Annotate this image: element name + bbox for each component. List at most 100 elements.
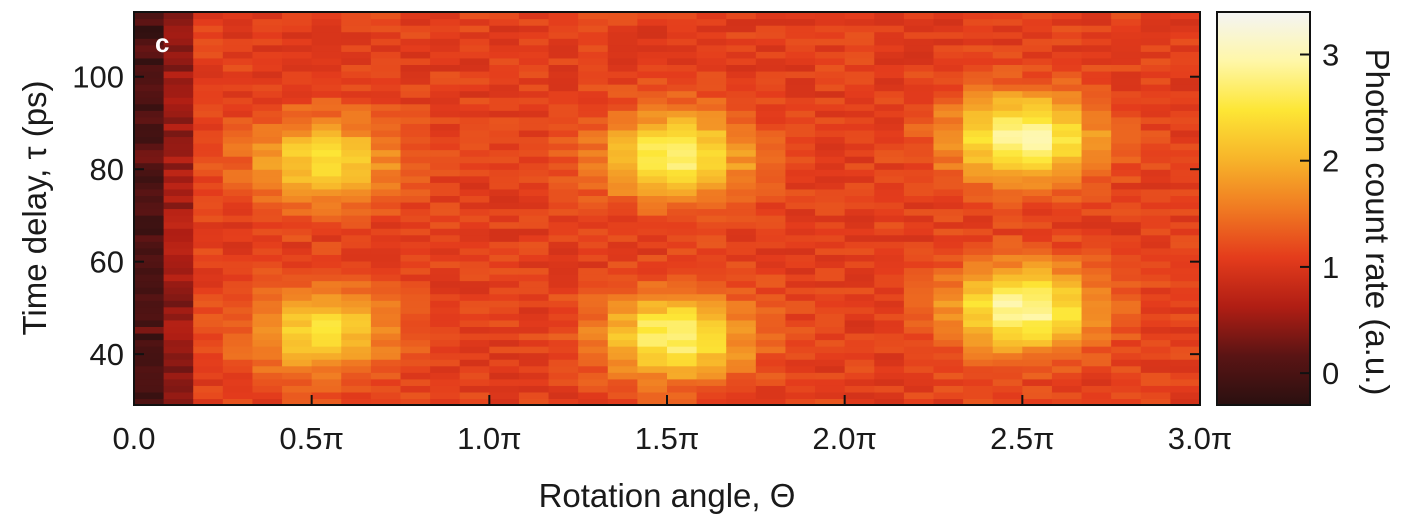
heatmap-cell — [370, 228, 402, 236]
heatmap-cell — [489, 97, 520, 105]
heatmap-cell — [578, 378, 609, 386]
heatmap-cell — [134, 116, 165, 124]
heatmap-cell — [222, 195, 254, 203]
heatmap-cell — [134, 12, 165, 20]
heatmap-cell — [992, 313, 1023, 321]
heatmap-cell — [903, 254, 935, 262]
heatmap-cell — [341, 208, 372, 216]
x-tick-label: 0.5π — [279, 421, 343, 456]
heatmap-cell — [400, 18, 431, 26]
heatmap-cell — [607, 38, 638, 46]
heatmap-cell — [1051, 306, 1083, 314]
heatmap-cell — [489, 254, 520, 262]
heatmap-cell — [311, 70, 342, 79]
heatmap-cell — [134, 234, 165, 242]
heatmap-cell — [755, 169, 787, 177]
heatmap-cell — [874, 365, 905, 373]
heatmap-cell — [370, 241, 402, 249]
heatmap-cell — [489, 215, 520, 223]
heatmap-cell — [785, 143, 816, 151]
heatmap-cell — [667, 300, 698, 308]
heatmap-cell — [755, 385, 787, 393]
heatmap-cell — [667, 352, 698, 360]
heatmap-cell — [222, 391, 254, 400]
heatmap-cell — [755, 156, 787, 164]
heatmap-cell — [1051, 365, 1083, 373]
heatmap-cell — [548, 182, 579, 190]
heatmap-cell — [282, 97, 313, 105]
heatmap-cell — [222, 280, 254, 288]
heatmap-cell — [667, 254, 698, 262]
heatmap-cell — [607, 136, 638, 144]
heatmap-cell — [933, 300, 964, 308]
heatmap-cell — [518, 156, 550, 164]
heatmap-cell — [578, 97, 609, 105]
heatmap-cell — [193, 169, 224, 177]
heatmap-cell — [815, 90, 846, 98]
colorbar-tick-label: 0 — [1322, 356, 1339, 391]
heatmap-cell — [755, 143, 787, 151]
heatmap-cell — [785, 306, 816, 314]
heatmap-cell — [667, 346, 698, 354]
heatmap-cell — [311, 51, 342, 59]
heatmap-cell — [459, 129, 490, 138]
heatmap-cell — [222, 12, 254, 20]
heatmap-cell — [489, 300, 520, 308]
heatmap-cell — [1140, 398, 1171, 406]
heatmap-cell — [578, 116, 609, 124]
heatmap-cell — [1170, 385, 1201, 393]
heatmap-cell — [489, 110, 520, 118]
heatmap-cell — [844, 70, 875, 79]
heatmap-cell — [400, 306, 431, 314]
heatmap-cell — [282, 352, 313, 360]
heatmap-cell — [903, 228, 935, 236]
heatmap-cell — [1170, 64, 1201, 72]
heatmap-cell — [1051, 136, 1083, 144]
heatmap-cell — [400, 149, 431, 157]
heatmap-cell — [963, 169, 994, 177]
heatmap-cell — [755, 110, 787, 118]
heatmap-cell — [963, 31, 994, 39]
heatmap-cell — [785, 254, 816, 262]
heatmap-cell — [578, 77, 609, 85]
heatmap-cell — [252, 162, 283, 170]
heatmap-cell — [607, 149, 638, 157]
heatmap-cell — [1170, 346, 1201, 354]
heatmap-cell — [548, 391, 579, 400]
heatmap-cell — [874, 398, 905, 406]
heatmap-cell — [874, 326, 905, 334]
heatmap-cell — [696, 260, 727, 269]
heatmap-cell — [844, 188, 875, 196]
heatmap-cell — [222, 385, 254, 393]
heatmap-cell — [637, 57, 668, 65]
heatmap-cell — [459, 228, 490, 236]
heatmap-cell — [903, 208, 935, 216]
heatmap-cell — [548, 84, 579, 92]
x-tick-label: 2.5π — [990, 421, 1054, 456]
heatmap-cell — [222, 378, 254, 386]
heatmap-cell — [815, 247, 846, 255]
heatmap-cell — [578, 156, 609, 164]
heatmap-cell — [607, 103, 638, 111]
heatmap-cell — [637, 25, 668, 33]
heatmap-cell — [874, 97, 905, 105]
heatmap-cell — [815, 359, 846, 367]
heatmap-cell — [163, 31, 194, 39]
heatmap-cell — [1022, 391, 1053, 400]
heatmap-cell — [163, 70, 194, 79]
heatmap-cell — [518, 372, 550, 380]
heatmap-cell — [903, 77, 935, 85]
heatmap-cell — [518, 103, 550, 111]
heatmap-cell — [341, 274, 372, 282]
heatmap-cell — [222, 313, 254, 321]
heatmap-cell — [548, 247, 579, 255]
heatmap-cell — [459, 280, 490, 288]
heatmap-cell — [518, 188, 550, 196]
heatmap-cell — [311, 64, 342, 72]
heatmap-cell — [607, 44, 638, 52]
heatmap-cell — [637, 77, 668, 85]
heatmap-cell — [667, 267, 698, 275]
heatmap-cell — [193, 332, 224, 341]
heatmap-cell — [844, 12, 875, 20]
heatmap-cell — [252, 182, 283, 190]
